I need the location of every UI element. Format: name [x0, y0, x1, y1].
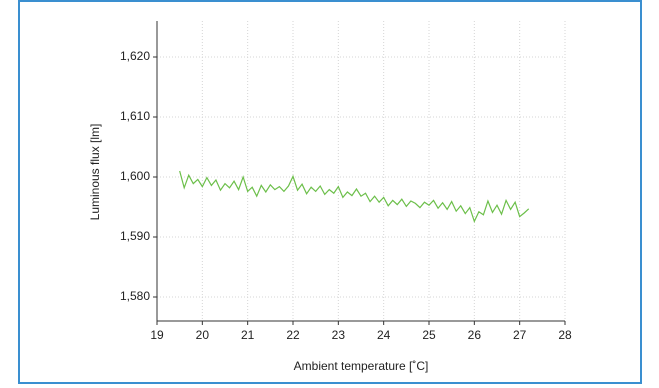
x-tick-label: 24	[377, 328, 391, 342]
y-tick-label: 1,610	[120, 109, 150, 123]
x-tick-label: 26	[468, 328, 482, 342]
y-tick-label: 1,590	[120, 229, 150, 243]
x-tick-label: 21	[241, 328, 255, 342]
frame	[18, 0, 642, 384]
y-axis-label: Luminous flux [lm]	[88, 124, 102, 221]
data-line	[179, 170, 530, 224]
x-tick-label: 23	[332, 328, 346, 342]
x-tick-label: 20	[196, 328, 210, 342]
x-tick-label: 28	[558, 328, 572, 342]
x-tick-label: 19	[150, 328, 164, 342]
x-axis-label: Ambient temperature [˚C]	[294, 359, 429, 373]
y-tick-label: 1,620	[120, 49, 150, 63]
y-tick-label: 1,580	[120, 289, 150, 303]
x-tick-label: 25	[422, 328, 436, 342]
x-tick-label: 22	[286, 328, 300, 342]
y-tick-label: 1,600	[120, 169, 150, 183]
x-tick-label: 27	[513, 328, 527, 342]
